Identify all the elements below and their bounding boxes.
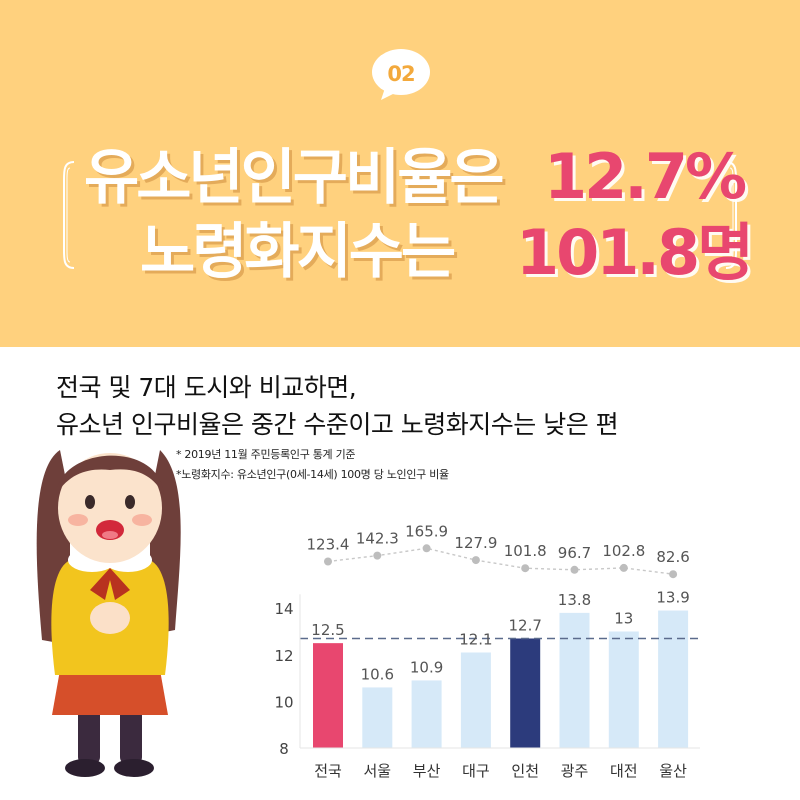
bar-value-label: 10.9 (410, 658, 443, 676)
x-tick-label: 울산 (659, 762, 687, 780)
line-point (669, 570, 678, 579)
chart-axis: 8 10 12 14 전국 서울 부산 대구 인천 광주 대전 울산 (274, 594, 700, 780)
bar-value-label: 13 (614, 610, 633, 628)
line-value-label: 102.8 (602, 542, 645, 560)
bar (559, 612, 590, 748)
bar (411, 680, 442, 748)
data-labels: 12.5 10.6 10.9 12.1 12.7 13.8 13 13.9 123.4 142.3… (307, 522, 690, 683)
x-tick-label: 대전 (610, 762, 638, 780)
headline-line2-text: 노령화지수는 (140, 217, 456, 287)
y-tick-label: 8 (279, 740, 289, 758)
line-value-label: 165.9 (405, 522, 448, 540)
bar-value-label: 12.1 (459, 630, 492, 648)
bar-value-label: 13.9 (656, 589, 689, 607)
bar-value-label: 10.6 (361, 665, 394, 683)
bar-value-label: 12.7 (508, 616, 541, 634)
x-tick-label: 인천 (511, 762, 539, 780)
bar (460, 652, 491, 748)
line-series (324, 544, 678, 579)
bar-value-label: 13.8 (558, 591, 591, 609)
line-point (570, 565, 579, 574)
line-value-label: 101.8 (504, 542, 547, 560)
line-value-label: 142.3 (356, 530, 399, 548)
bar (658, 610, 689, 748)
speech-bubble-icon (372, 49, 430, 100)
line-point (324, 557, 332, 566)
y-tick-label: 10 (274, 693, 293, 711)
line-value-label: 123.4 (307, 535, 350, 553)
line-value-label: 96.7 (558, 544, 591, 562)
note-source: * 2019년 11월 주민등록인구 통계 기준 (176, 448, 356, 461)
headline-line2-value: 101.8명 (516, 216, 754, 289)
x-tick-label: 부산 (413, 762, 441, 780)
bar (510, 638, 541, 748)
bar (362, 687, 393, 748)
line-point (471, 556, 480, 565)
bar-value-label: 12.5 (311, 621, 344, 639)
section-number: 02 (387, 62, 415, 86)
x-tick-label: 대구 (462, 762, 490, 780)
girl-character-illustration (36, 450, 181, 777)
x-tick-label: 서울 (363, 762, 391, 780)
bar-series (313, 610, 689, 748)
subtitle-line2: 유소년 인구비율은 중간 수준이고 노령화지수는 낮은 편 (56, 410, 619, 439)
right-bracket-icon (725, 161, 737, 269)
x-tick-label: 전국 (314, 762, 342, 780)
x-tick-label: 광주 (561, 762, 589, 780)
headline-line1-value: 12.7% (544, 140, 747, 213)
bar (608, 631, 639, 748)
note-definition: *노령화지수: 유소년인구(0세-14세) 100명 당 노인인구 비율 (176, 468, 449, 481)
line-value-label: 82.6 (656, 548, 689, 566)
y-tick-label: 12 (274, 647, 293, 665)
line-value-label: 127.9 (454, 534, 497, 552)
subtitle-line1: 전국 및 7대 도시와 비교하면, (56, 373, 357, 402)
y-tick-label: 14 (274, 600, 293, 618)
line-point (373, 551, 382, 560)
line-point (422, 544, 431, 553)
headline-line1-text: 유소년인구비율은 (84, 143, 505, 213)
line-point (521, 564, 530, 573)
line-point (619, 563, 628, 572)
left-bracket-icon (63, 161, 75, 269)
bar (313, 643, 343, 748)
line-series-path (327, 547, 674, 575)
